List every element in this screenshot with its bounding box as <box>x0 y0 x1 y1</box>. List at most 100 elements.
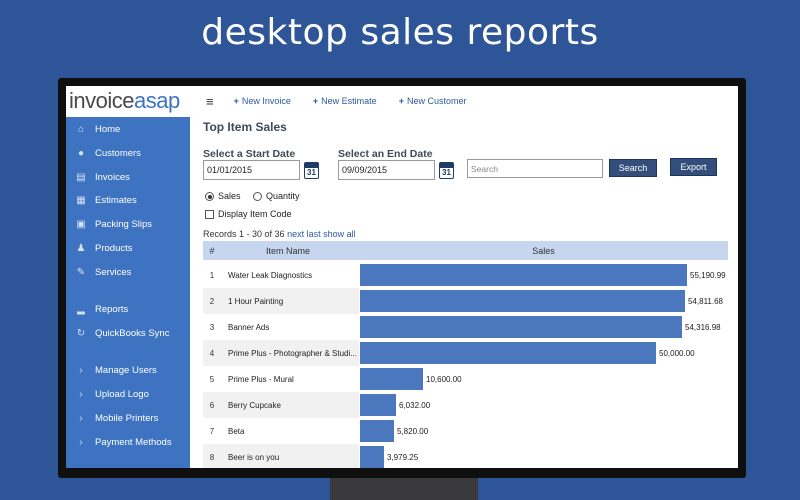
table-row[interactable]: 1 Water Leak Diagnostics 55,190.99 <box>203 262 728 288</box>
row-number: 4 <box>209 348 215 358</box>
sales-bar <box>360 368 423 390</box>
sidebar-item-label: Manage Users <box>95 364 157 376</box>
table-row[interactable]: 2 1 Hour Painting 54,811.68 <box>203 288 728 314</box>
bar-chart-icon: ▂ <box>77 303 85 315</box>
sales-bar <box>360 342 656 364</box>
sales-value: 50,000.00 <box>659 348 695 358</box>
calculator-icon: ▦ <box>76 194 86 206</box>
sidebar-item-home[interactable]: ⌂ Home <box>66 118 190 140</box>
sales-value: 3,979.25 <box>387 452 419 462</box>
row-number: 5 <box>209 374 215 384</box>
item-name: Beer is on you <box>228 452 280 462</box>
monitor-stand <box>330 478 478 500</box>
table-row[interactable]: 4 Prime Plus - Photographer & Studi... 50,… <box>203 340 728 366</box>
sales-bar <box>360 394 396 416</box>
row-background <box>203 392 359 418</box>
home-icon: ⌂ <box>77 123 85 135</box>
new-estimate-link[interactable]: + New Estimate <box>312 96 377 106</box>
sales-value: 10,600.00 <box>426 374 462 384</box>
sidebar-item-upload-logo[interactable]: › Upload Logo <box>66 383 190 405</box>
sidebar-item-packing-slips[interactable]: ▣ Packing Slips <box>66 213 190 235</box>
sidebar-item-label: Products <box>95 242 133 254</box>
sidebar-item-services[interactable]: ✎ Services <box>66 261 190 283</box>
sidebar-item-manage-users[interactable]: › Manage Users <box>66 359 190 381</box>
sidebar-item-payment-methods[interactable]: › Payment Methods <box>66 431 190 453</box>
sidebar-item-label: Estimates <box>95 194 137 206</box>
show-all-link[interactable]: show all <box>323 229 356 239</box>
header-sales: Sales <box>532 245 555 256</box>
row-number: 7 <box>209 426 215 436</box>
item-name: Prime Plus - Mural <box>228 374 294 384</box>
table-row[interactable]: 5 Prime Plus - Mural 10,600.00 <box>203 366 728 392</box>
sidebar-item-label: Upload Logo <box>95 388 149 400</box>
sales-bar <box>360 264 687 286</box>
sales-bar <box>360 290 685 312</box>
calendar-icon[interactable]: 31 <box>304 162 319 179</box>
main-content: Top Item Sales Select a Start Date 01/01… <box>190 116 738 468</box>
search-button[interactable]: Search <box>609 159 657 177</box>
sidebar-item-invoices[interactable]: ▤ Invoices <box>66 166 190 188</box>
new-invoice-link[interactable]: + New Invoice <box>233 96 291 106</box>
sidebar-item-label: Home <box>95 123 121 135</box>
table-header: # Item Name Sales <box>203 241 728 260</box>
search-input[interactable]: Search <box>467 159 603 178</box>
sidebar: invoiceasap ⌂ Home ● Customers ▤ Invoices ▦… <box>66 86 190 468</box>
next-link[interactable]: next <box>287 229 305 239</box>
calendar-icon[interactable]: 31 <box>439 162 454 179</box>
header-item-name: Item Name <box>265 245 310 256</box>
sales-value: 54,316.98 <box>685 322 721 332</box>
row-background <box>203 340 359 366</box>
quantity-radio[interactable] <box>253 192 262 201</box>
sidebar-item-label: Invoices <box>95 171 130 183</box>
sidebar-item-products[interactable]: ♟ Products <box>66 237 190 259</box>
table-row[interactable]: 7 Beta 5,820.00 <box>203 418 728 444</box>
table-row[interactable]: 3 Banner Ads 54,316.98 <box>203 314 728 340</box>
last-link[interactable]: last <box>306 229 321 239</box>
table-row[interactable]: 8 Beer is on you 3,979.25 <box>203 444 728 468</box>
chevron-right-icon: › <box>79 364 83 376</box>
item-name: Prime Plus - Photographer & Studi... <box>228 348 357 358</box>
end-date-input[interactable]: 09/09/2015 <box>338 160 435 180</box>
new-customer-link[interactable]: + New Customer <box>398 96 467 106</box>
start-date-input[interactable]: 01/01/2015 <box>203 160 300 180</box>
row-number: 8 <box>209 452 215 462</box>
sales-value: 5,820.00 <box>397 426 429 436</box>
row-background <box>203 288 359 314</box>
chevron-right-icon: › <box>79 388 83 400</box>
row-number: 2 <box>209 296 215 306</box>
hamburger-menu-icon[interactable]: ≡ <box>206 93 214 109</box>
chevron-right-icon: › <box>79 412 83 424</box>
table-row[interactable]: 6 Berry Cupcake 6,032.00 <box>203 392 728 418</box>
headline: desktop sales reports <box>201 12 599 53</box>
sidebar-item-label: Payment Methods <box>95 436 172 448</box>
sidebar-item-label: QuickBooks Sync <box>95 327 170 339</box>
item-name: Beta <box>228 426 245 436</box>
item-name: Water Leak Diagnostics <box>228 270 313 280</box>
start-date-label: Select a Start Date <box>203 148 296 160</box>
sales-radio[interactable] <box>205 192 214 201</box>
sidebar-item-quickbooks-sync[interactable]: ↻ QuickBooks Sync <box>66 322 190 344</box>
sidebar-item-label: Mobile Printers <box>95 412 159 424</box>
sidebar-item-label: Services <box>95 266 132 278</box>
item-name: Berry Cupcake <box>228 400 281 410</box>
user-icon: ● <box>77 147 85 159</box>
sidebar-item-label: Customers <box>95 147 141 159</box>
sidebar-item-reports[interactable]: ▂ Reports <box>66 298 190 320</box>
top-bar: ≡ + New Invoice + New Estimate + New Custom… <box>190 86 738 116</box>
sidebar-item-estimates[interactable]: ▦ Estimates <box>66 189 190 211</box>
item-name: Banner Ads <box>228 322 270 332</box>
sales-bar <box>360 446 384 468</box>
sidebar-item-mobile-printers[interactable]: › Mobile Printers <box>66 407 190 429</box>
display-item-code-checkbox[interactable] <box>205 210 214 219</box>
sales-bar <box>360 316 682 338</box>
logo[interactable]: invoiceasap <box>66 86 190 117</box>
sidebar-item-customers[interactable]: ● Customers <box>66 142 190 164</box>
sales-value: 6,032.00 <box>399 400 431 410</box>
row-background <box>203 444 359 468</box>
sync-icon: ↻ <box>76 327 86 339</box>
pin-icon: ♟ <box>76 242 86 254</box>
row-number: 3 <box>209 322 215 332</box>
app-screen: invoiceasap ⌂ Home ● Customers ▤ Invoices ▦… <box>66 86 738 468</box>
export-button[interactable]: Export <box>670 158 717 176</box>
item-name: 1 Hour Painting <box>228 296 284 306</box>
